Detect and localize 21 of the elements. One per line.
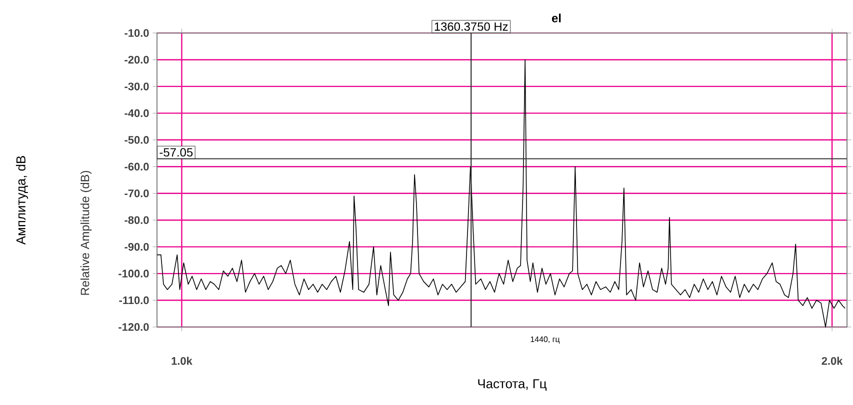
ref-line-label: 1360.3750 Hz <box>434 22 508 31</box>
y-tick-label: -120.0 <box>118 323 149 331</box>
line-series <box>156 59 846 328</box>
y-tick-label: -80.0 <box>124 216 149 224</box>
y-tick-label: -40.0 <box>124 109 149 118</box>
x-tick-label: 1.0k <box>172 356 192 365</box>
y-tick-label: -110.0 <box>119 296 149 304</box>
y-tick-label: -50.0 <box>124 136 149 144</box>
y-axis-title: Relative Amplitude (dB) <box>80 170 92 295</box>
y-tick-label: -70.0 <box>124 189 149 198</box>
x-tick-label: 2.0k <box>822 356 843 365</box>
y-tick-label: -100.0 <box>118 270 149 278</box>
y-tick-label: -90.0 <box>124 242 149 251</box>
x-axis-title: Частота, Гц <box>478 379 547 391</box>
text: Амплитуда, dB <box>16 156 28 245</box>
y-tick-label: -10.0 <box>124 29 149 37</box>
y-tick-label: -20.0 <box>124 56 149 64</box>
chart-title: el <box>552 14 561 22</box>
ref-line-label: -57.05 <box>160 148 193 157</box>
y-tick-label: -30.0 <box>124 82 149 90</box>
y-tick-label: -60.0 <box>124 162 149 171</box>
